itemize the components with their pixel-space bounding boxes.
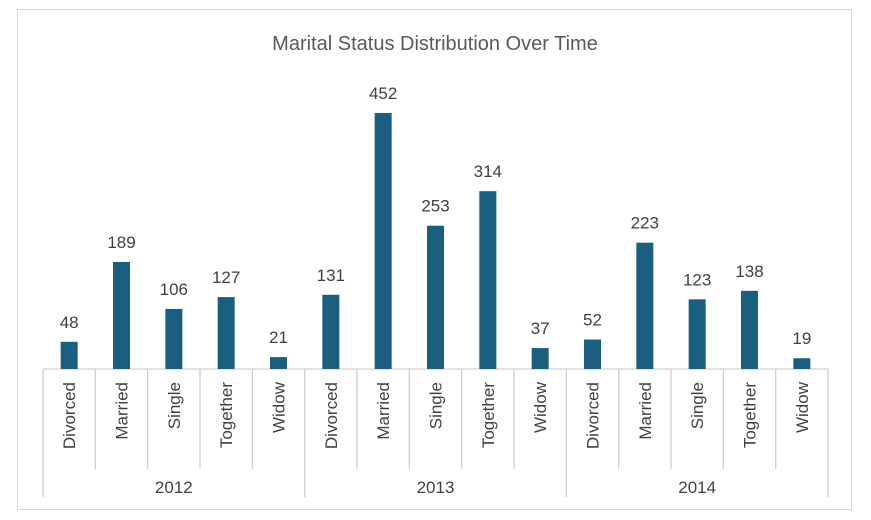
data-label: 127 — [212, 268, 240, 287]
data-label: 223 — [631, 214, 659, 233]
data-label: 37 — [531, 319, 550, 338]
data-label: 189 — [107, 233, 135, 252]
category-tick-label: Single — [165, 382, 184, 429]
bar-2013-together — [479, 191, 497, 369]
plot-area: 48 Divorced 189 Married 106 Single 127 Together… — [42, 84, 829, 497]
bar-2014-widow — [793, 358, 811, 369]
category-tick-label: Married — [374, 382, 393, 440]
category-tick-label: Widow — [270, 381, 289, 433]
group-label-2014: 2014 — [678, 478, 716, 497]
category-tick-label: Widow — [531, 381, 550, 433]
bar-2012-together — [217, 297, 235, 369]
category-tick-label: Widow — [793, 381, 812, 433]
bar-2013-widow — [531, 348, 549, 369]
bar-2014-single — [688, 299, 706, 369]
data-label: 19 — [792, 329, 811, 348]
category-tick-label: Married — [636, 382, 655, 440]
category-tick-label: Together — [741, 382, 760, 448]
chart-title: Marital Status Distribution Over Time — [272, 33, 598, 55]
category-tick-label: Single — [688, 382, 707, 429]
category-tick-label: Together — [479, 382, 498, 448]
bar-2012-widow — [270, 357, 287, 369]
category-tick-label: Divorced — [322, 382, 341, 449]
bar-2013-divorced — [322, 294, 340, 369]
bar-2014-divorced — [584, 339, 601, 369]
category-tick-label: Divorced — [584, 382, 603, 449]
data-label: 48 — [60, 313, 79, 332]
group-label-2013: 2013 — [417, 478, 455, 497]
group-label-2012: 2012 — [155, 478, 193, 497]
data-label: 253 — [421, 197, 449, 216]
category-tick-label: Together — [217, 382, 236, 448]
bar-2012-single — [165, 308, 183, 369]
data-label: 106 — [160, 280, 188, 299]
data-label: 52 — [583, 311, 602, 330]
bar-2013-married — [374, 113, 392, 369]
category-tick-label: Divorced — [60, 382, 79, 449]
category-tick-label: Married — [113, 382, 132, 440]
bar-2014-together — [741, 290, 758, 369]
category-tick-label: Single — [427, 382, 446, 429]
data-label: 131 — [317, 266, 345, 285]
data-label: 21 — [269, 328, 288, 347]
bar-2014-married — [636, 242, 654, 369]
bar-2012-divorced — [60, 341, 78, 369]
bar-2012-married — [113, 261, 130, 369]
data-label: 123 — [683, 270, 711, 289]
data-label: 314 — [474, 162, 502, 181]
data-label: 138 — [735, 262, 763, 281]
bar-2013-single — [427, 225, 444, 369]
data-label: 452 — [369, 84, 397, 103]
